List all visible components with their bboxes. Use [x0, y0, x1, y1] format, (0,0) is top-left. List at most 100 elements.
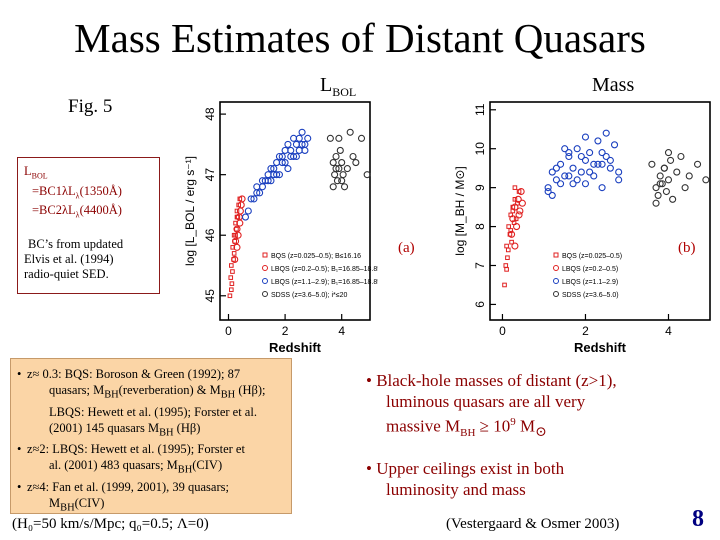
data-point: [236, 207, 244, 215]
citation: (Vestergaard & Osmer 2003): [446, 516, 620, 532]
lbol-heading-sub: BOL: [332, 85, 357, 99]
figure-label: Fig. 5: [68, 96, 113, 117]
data-point: [256, 189, 264, 197]
solar-mass-icon: ⊙: [535, 425, 547, 441]
data-series: [508, 187, 526, 250]
data-point: [509, 215, 517, 223]
bc-line-2-sub: λ: [75, 191, 80, 200]
legend-entry: LBQS (z=1.1–2.9): [562, 279, 618, 286]
data-point: [278, 159, 286, 167]
data-point: [281, 159, 289, 167]
data-point: [505, 247, 511, 253]
data-point: [561, 145, 569, 153]
bc-line-3-b: (4400Å): [79, 203, 122, 217]
data-point: [234, 208, 240, 214]
bullet-upper-ceilings: • Upper ceilings exist in both luminosit…: [366, 458, 564, 500]
x-axis-label: Redshift: [574, 340, 627, 355]
bullet-1-line-3-sub: BH: [460, 427, 476, 440]
bc-line-3: =BC2λLλ(4400Å): [24, 203, 155, 223]
bc-line-2: =BC1λLλ(1350Å): [24, 184, 155, 204]
data-point: [544, 184, 552, 192]
data-point: [346, 128, 354, 136]
reference-2-line-2-b: (CIV): [192, 458, 223, 472]
reference-1-line-2-c: (Hβ);: [235, 383, 266, 397]
sample-references-box: • z≈ 0.3: BQS: Boroson & Green (1992); 8…: [10, 358, 292, 514]
data-point: [511, 203, 519, 211]
data-point: [236, 219, 244, 227]
data-point: [258, 183, 267, 191]
data-point: [513, 223, 521, 231]
data-point: [673, 168, 681, 176]
lbol-heading-main: L: [320, 74, 333, 96]
x-tick-label: 2: [582, 324, 589, 338]
data-point: [658, 180, 666, 188]
reference-1-line-2-sub2: BH: [220, 389, 236, 401]
data-point: [594, 137, 602, 145]
y-tick-label: 48: [203, 107, 217, 121]
data-point: [292, 152, 300, 161]
data-point: [505, 255, 510, 261]
data-point: [504, 267, 509, 272]
data-point: [333, 177, 342, 185]
bc-line-1-sub: BOL: [31, 171, 48, 181]
data-point: [304, 134, 312, 142]
legend-entry: LBQS (z=0.2–0.5); B₁=16.85–18.85: [271, 266, 378, 273]
data-point: [508, 228, 514, 233]
data-point: [292, 140, 300, 148]
data-point: [295, 134, 303, 142]
data-point: [237, 201, 245, 209]
data-point: [518, 199, 526, 207]
data-point: [517, 187, 525, 196]
data-point: [332, 152, 340, 161]
reference-1-line-2-b: (reverberation) & M: [118, 383, 221, 397]
data-point: [581, 156, 590, 164]
data-point: [247, 195, 255, 203]
data-point: [552, 176, 560, 184]
data-point: [662, 187, 670, 196]
x-tick-label: 0: [499, 324, 506, 338]
data-point: [590, 172, 598, 180]
cosmology-parameters: (H₀=50 km/s/Mpc; q₀=0.5; Λ=0): [12, 516, 209, 532]
y-tick-label: 47: [203, 168, 217, 182]
bullet-1-line-2: luminous quasars are all very: [386, 392, 586, 411]
bullet-1-line-3-b: ≥ 10: [475, 416, 511, 436]
data-point: [548, 191, 556, 199]
bullet-2-line-2: luminosity and mass: [386, 480, 526, 499]
reference-item-mid-z: • z≈2: LBQS: Hewett et al. (1995); Forst…: [17, 441, 285, 479]
data-point: [290, 134, 298, 142]
data-series: [544, 129, 623, 199]
data-point: [594, 160, 602, 168]
data-point: [329, 183, 337, 191]
data-point: [652, 184, 660, 192]
data-point: [565, 152, 573, 161]
data-point: [230, 245, 236, 250]
data-point: [233, 243, 241, 251]
data-point: [652, 199, 660, 207]
y-tick-label: 11: [473, 103, 487, 116]
data-point: [702, 176, 710, 184]
bullet-1-line-1: Black-hole masses of distant (z>1),: [376, 371, 617, 390]
legend-marker: [262, 278, 268, 284]
data-point: [586, 168, 594, 176]
bullet-icon: •: [17, 442, 22, 456]
reference-item-low-z: • z≈ 0.3: BQS: Boroson & Green (1992); 8…: [17, 366, 285, 441]
reference-2-line-1: z≈2: LBQS: Hewett et al. (1995); Forster…: [27, 442, 245, 456]
data-point: [502, 282, 507, 288]
bc-line-3-a: =BC2λL: [32, 203, 76, 217]
data-point: [301, 146, 309, 154]
data-series: [648, 149, 710, 207]
data-point: [565, 172, 573, 180]
y-tick-label: 7: [473, 262, 487, 269]
legend-entry: LBQS (z=1.1–2.9); B₁=16.85–18.85: [271, 279, 378, 286]
bullet-1-line-3: massive MBH ≥ 109 M⊙: [366, 412, 617, 444]
data-point: [577, 168, 585, 176]
reference-1-line-2-sub: BH: [104, 389, 119, 401]
data-point: [598, 184, 606, 192]
data-point: [298, 140, 306, 148]
reference-1-line-3: LBQS: Hewett et al. (1995); Forster et a…: [49, 404, 257, 419]
data-point: [664, 149, 673, 157]
reference-1-line-4-sub: BH: [159, 427, 174, 438]
data-point: [336, 146, 344, 154]
plot-frame: [219, 101, 371, 321]
data-point: [573, 176, 581, 184]
